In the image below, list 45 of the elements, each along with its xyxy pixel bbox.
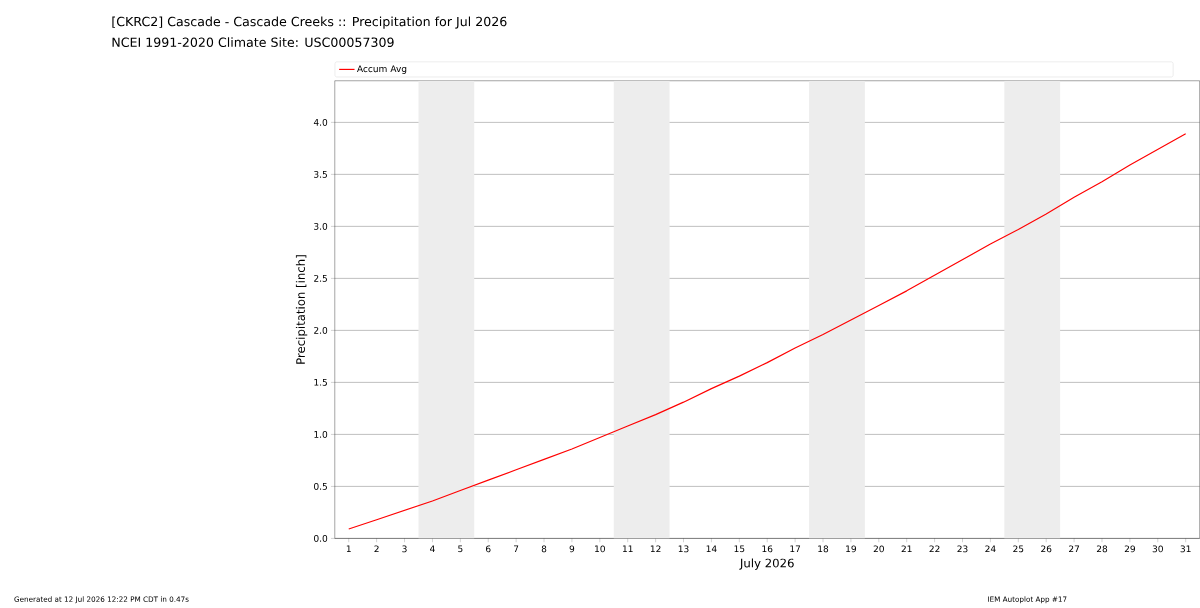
y-tick-label: 0.0 <box>314 534 328 542</box>
y-tick-label: 3.5 <box>314 170 327 178</box>
x-tick-label: 13 <box>678 545 689 553</box>
x-tick-label: 29 <box>1124 545 1135 553</box>
x-tick-label: 4 <box>430 545 435 552</box>
y-tick-label: 4.0 <box>313 118 328 126</box>
x-tick-label: 16 <box>762 545 773 553</box>
x-tick-label: 8 <box>541 545 547 553</box>
x-tick-label: 6 <box>486 545 491 553</box>
x-tick-label: 19 <box>846 545 857 553</box>
y-tick-label: 3.0 <box>314 222 328 230</box>
x-tick-label: 15 <box>734 545 745 553</box>
y-tick-label: 2.0 <box>314 326 328 334</box>
chart-title: [CKRC2] Cascade - Cascade Creeks :: Precipitation for Jul 2026 <box>112 16 507 29</box>
x-tick-label: 21 <box>901 545 912 553</box>
y-tick-label: 0.5 <box>314 482 327 490</box>
x-tick-label: 27 <box>1069 545 1080 553</box>
x-tick-label: 28 <box>1096 545 1108 553</box>
x-tick-label: 10 <box>595 545 605 553</box>
x-tick-label: 20 <box>873 545 884 553</box>
x-tick-label: 25 <box>1013 545 1024 553</box>
x-tick-label: 9 <box>569 545 575 553</box>
y-axis-title: Precipitation [inch] <box>295 255 308 364</box>
x-tick-label: 26 <box>1041 545 1052 553</box>
x-tick-label: 7 <box>514 545 519 552</box>
x-tick-label: 12 <box>650 545 661 553</box>
x-tick-label: 5 <box>458 545 463 553</box>
x-tick-label: 2 <box>374 545 379 553</box>
x-tick-label: 18 <box>818 545 829 553</box>
x-tick-label: 14 <box>706 545 717 552</box>
x-tick-label: 22 <box>929 545 940 553</box>
y-tick-label: 1.5 <box>314 378 327 386</box>
x-tick-label: 31 <box>1180 545 1191 553</box>
x-tick-label: 17 <box>790 545 801 552</box>
x-tick-label: 30 <box>1152 545 1163 553</box>
y-tick-label: 2.5 <box>314 274 327 282</box>
x-tick-label: 3 <box>402 545 407 553</box>
y-tick-label: 1.0 <box>314 430 328 438</box>
x-tick-label: 1 <box>346 545 351 552</box>
legend-label: Accum Avg <box>357 65 407 74</box>
x-tick-label: 23 <box>957 545 968 553</box>
x-tick-label: 11 <box>622 545 633 552</box>
chart-subtitle: NCEI 1991-2020 Climate Site: USC00057309 <box>112 37 394 47</box>
x-tick-label: 24 <box>985 545 996 553</box>
x-axis-title: July 2026 <box>739 558 794 570</box>
